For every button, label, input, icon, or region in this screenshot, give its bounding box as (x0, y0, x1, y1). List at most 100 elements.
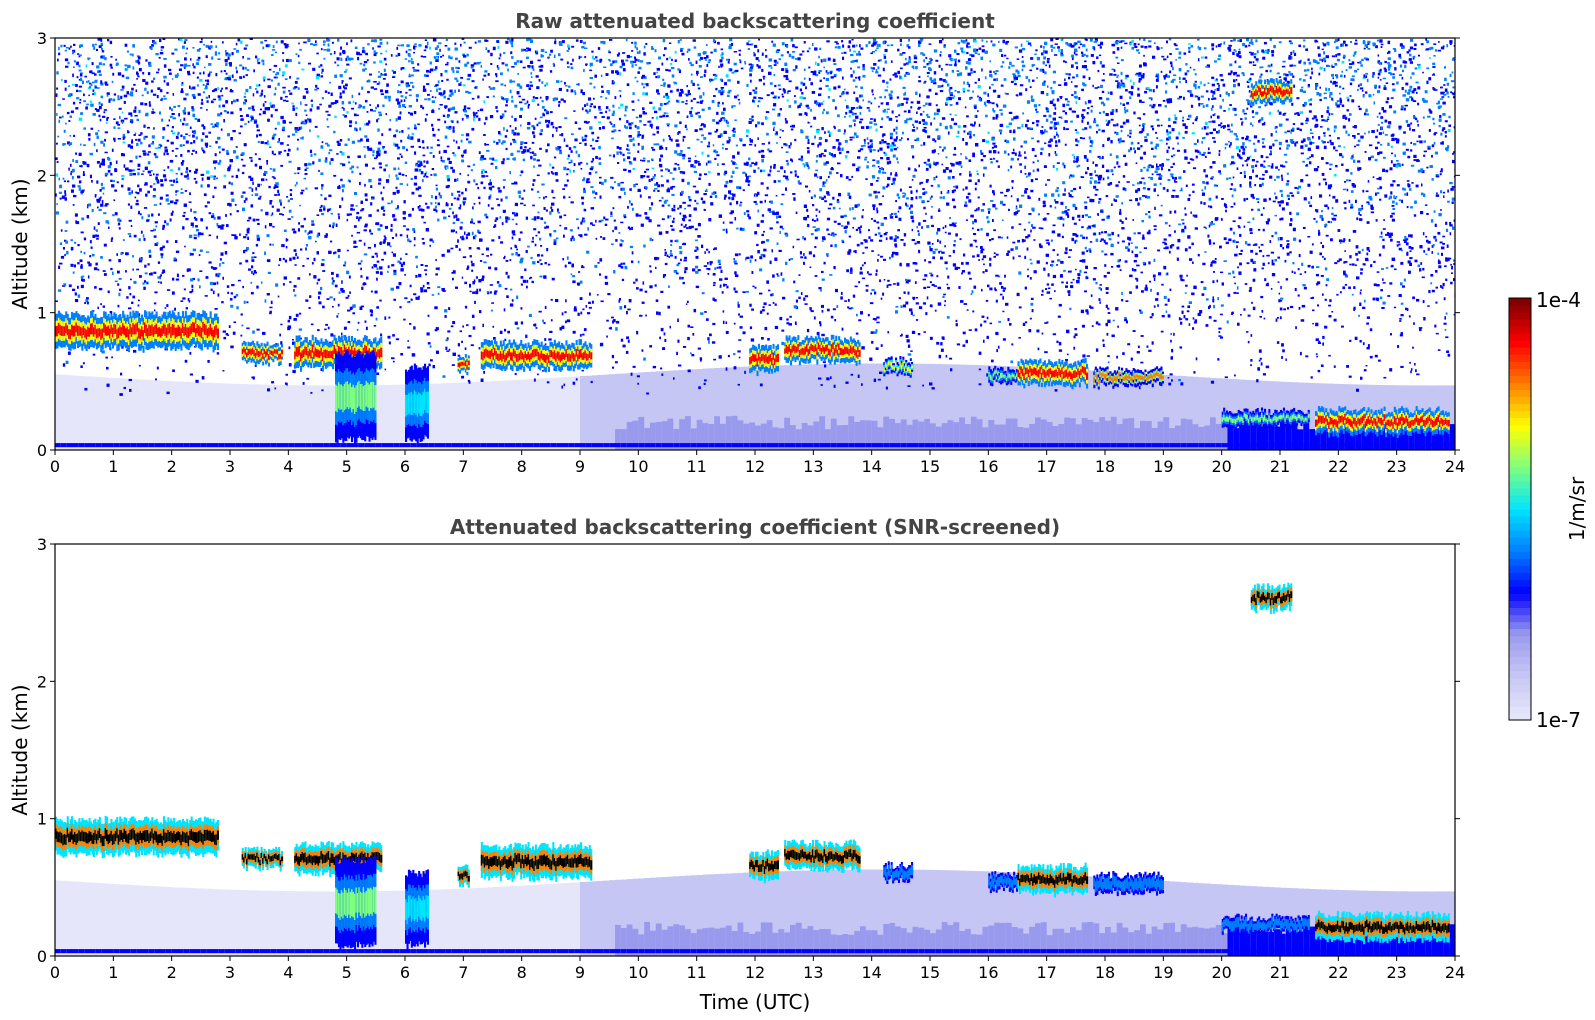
noise-cell (819, 321, 822, 325)
surface-cell (912, 443, 919, 448)
noise-cell (699, 128, 703, 131)
noise-cell (236, 210, 239, 213)
noise-cell (456, 178, 459, 182)
noise-cell (631, 207, 634, 211)
noise-cell (1311, 243, 1314, 246)
noise-cell (1285, 182, 1289, 186)
noise-cell (1109, 182, 1113, 185)
noise-cell (818, 377, 822, 380)
haze-cell (463, 382, 470, 450)
noise-cell (728, 68, 732, 72)
noise-cell (800, 81, 803, 85)
noise-cell (359, 127, 362, 131)
noise-cell (963, 125, 967, 128)
noise-cell (1091, 141, 1094, 145)
noise-cell (1054, 151, 1057, 154)
noise-cell (540, 129, 544, 132)
noise-cell (633, 184, 636, 188)
noise-cell (345, 296, 349, 299)
noise-cell (724, 170, 728, 175)
noise-cell (742, 171, 746, 174)
surface-cell (469, 443, 476, 448)
haze-cell (1414, 423, 1421, 450)
noise-cell (947, 232, 951, 235)
noise-cell (965, 186, 968, 190)
noise-cell (370, 313, 373, 317)
noise-cell (481, 275, 485, 279)
noise-cell (1413, 214, 1417, 217)
noise-cell (434, 195, 438, 200)
noise-cell (1218, 85, 1220, 89)
noise-cell (117, 218, 121, 222)
noise-cell (676, 143, 680, 147)
noise-cell (1255, 111, 1259, 115)
noise-cell (1261, 177, 1265, 180)
noise-cell (280, 96, 283, 100)
noise-cell (877, 191, 881, 194)
haze-cell (638, 416, 645, 450)
noise-cell (293, 249, 297, 252)
noise-cell (396, 189, 400, 193)
noise-cell (955, 323, 958, 327)
noise-cell (468, 140, 472, 144)
noise-cell (1360, 289, 1362, 291)
noise-cell (1309, 156, 1311, 159)
noise-cell (1169, 53, 1172, 55)
surface-cell (492, 443, 499, 448)
noise-cell (478, 151, 481, 155)
surface-cell (352, 443, 359, 448)
noise-cell (876, 210, 879, 214)
noise-cell (525, 216, 528, 220)
noise-cell (732, 155, 735, 159)
noise-cell (669, 253, 673, 255)
noise-cell (1122, 84, 1126, 88)
noise-cell (1249, 228, 1253, 232)
haze-cell (731, 367, 739, 450)
noise-cell (798, 274, 801, 276)
noise-cell (1064, 112, 1067, 115)
noise-cell (1011, 64, 1015, 67)
surface-cell (959, 443, 966, 448)
noise-cell (993, 252, 996, 254)
noise-cell (761, 122, 764, 126)
noise-cell (826, 40, 830, 43)
noise-cell (803, 77, 806, 80)
noise-cell (1395, 164, 1399, 169)
noise-cell (230, 182, 234, 186)
noise-cell (1285, 278, 1289, 281)
noise-cell (1050, 87, 1053, 90)
noise-cell (288, 363, 292, 367)
surface-cell (830, 443, 838, 448)
noise-cell (1083, 201, 1088, 204)
surface-cell (1332, 443, 1339, 448)
noise-cell (273, 186, 276, 189)
noise-cell (1322, 256, 1324, 258)
noise-cell (353, 225, 357, 228)
noise-cell (1426, 48, 1429, 51)
noise-cell (761, 143, 765, 145)
noise-cell (992, 142, 996, 145)
noise-cell (946, 283, 949, 286)
noise-cell (1450, 80, 1455, 83)
noise-cell (1319, 252, 1322, 256)
noise-cell (608, 51, 611, 54)
noise-cell (873, 219, 876, 223)
noise-cell (252, 93, 255, 97)
noise-cell (981, 288, 983, 292)
noise-cell (1345, 179, 1349, 182)
noise-cell (446, 61, 449, 64)
noise-cell (1137, 87, 1140, 91)
noise-cell (825, 84, 829, 87)
noise-cell (132, 44, 135, 48)
haze-cell (655, 371, 663, 450)
noise-cell (1231, 123, 1233, 127)
noise-cell (831, 232, 835, 235)
surface-cell (1268, 443, 1275, 448)
noise-cell (882, 133, 884, 138)
noise-cell (1321, 210, 1323, 213)
noise-cell (239, 262, 242, 265)
noise-cell (974, 187, 977, 191)
surface-cell (90, 443, 97, 448)
noise-cell (871, 44, 875, 47)
noise-cell (1444, 135, 1447, 138)
